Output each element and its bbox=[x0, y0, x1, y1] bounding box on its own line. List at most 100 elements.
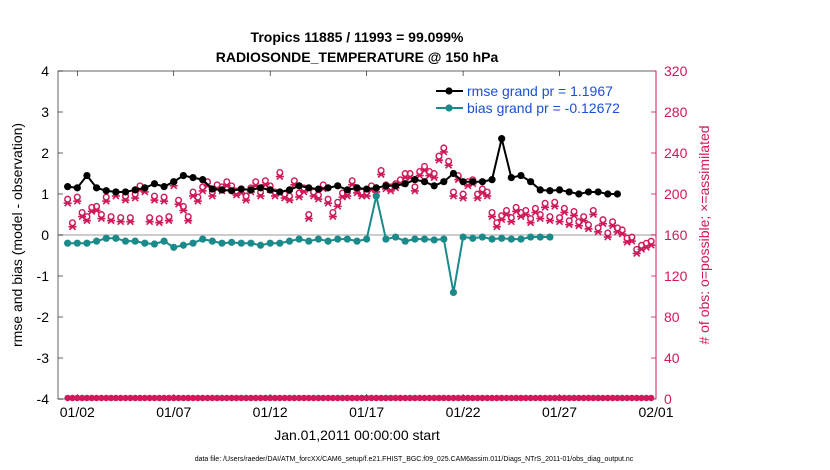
obs-possible-marker bbox=[83, 213, 91, 221]
obs-assimilated-marker bbox=[579, 217, 588, 225]
obs-zero-dot bbox=[565, 394, 573, 402]
right-tick-label: 240 bbox=[664, 145, 688, 161]
obs-possible-marker bbox=[536, 211, 544, 219]
left-tick-label: 2 bbox=[41, 145, 49, 161]
legend-rmse-label: rmse grand pr = 1.1967 bbox=[467, 83, 613, 99]
obs-possible-marker bbox=[599, 216, 607, 224]
obs-possible-marker bbox=[565, 217, 573, 225]
obs-possible-marker bbox=[430, 170, 438, 178]
obs-zero-dot bbox=[247, 394, 255, 402]
bias-point bbox=[343, 235, 351, 243]
obs-zero-marker bbox=[488, 394, 496, 402]
obs-zero-marker bbox=[435, 394, 443, 402]
obs-zero-dot bbox=[459, 394, 467, 402]
obs-zero-marker bbox=[633, 394, 640, 402]
bias-point bbox=[102, 234, 110, 242]
obs-zero-dot bbox=[474, 394, 481, 402]
x-axis-label: Jan.01,2011 00:00:00 start bbox=[274, 427, 440, 443]
obs-zero-dot bbox=[464, 394, 472, 402]
obs-zero-dot bbox=[561, 394, 568, 402]
obs-zero-dot bbox=[575, 394, 583, 402]
obs-possible-marker bbox=[556, 214, 564, 222]
bias-point bbox=[440, 235, 448, 243]
bias-point bbox=[411, 235, 419, 243]
rmse-point bbox=[314, 185, 323, 193]
bias-point bbox=[189, 239, 197, 247]
obs-zero-marker bbox=[373, 394, 380, 402]
obs-zero-dot bbox=[479, 394, 486, 402]
obs-zero-dot bbox=[103, 394, 110, 402]
rmse-point bbox=[536, 186, 544, 194]
obs-zero-dot bbox=[199, 394, 206, 402]
obs-zero-dot bbox=[440, 394, 448, 402]
obs-zero-dot bbox=[585, 394, 592, 402]
obs-zero-marker bbox=[146, 394, 153, 402]
legend-rmse-marker bbox=[445, 87, 453, 95]
obs-zero-marker bbox=[580, 394, 587, 402]
obs-zero-marker bbox=[103, 394, 110, 402]
obs-zero-marker bbox=[493, 394, 501, 402]
obs-assimilated-marker bbox=[314, 195, 323, 203]
obs-assimilated-marker bbox=[526, 219, 535, 227]
obs-zero-dot bbox=[445, 394, 452, 402]
obs-zero-dot bbox=[614, 394, 621, 402]
obs-zero-dot bbox=[508, 394, 515, 402]
obs-zero-dot bbox=[242, 394, 250, 402]
rmse-point bbox=[353, 184, 361, 192]
obs-assimilated-marker bbox=[555, 218, 564, 226]
obs-zero-marker bbox=[638, 394, 645, 402]
rmse-point bbox=[266, 186, 274, 194]
obs-assimilated-marker bbox=[126, 218, 135, 226]
obs-zero-marker bbox=[643, 394, 650, 402]
obs-zero-dot bbox=[387, 394, 394, 402]
obs-zero-marker bbox=[623, 394, 631, 402]
left-tick-label: 1 bbox=[41, 186, 49, 202]
rmse-point bbox=[131, 186, 139, 194]
rmse-point bbox=[420, 178, 429, 186]
rmse-series-line bbox=[67, 138, 618, 196]
obs-zero-dot bbox=[344, 394, 351, 402]
obs-zero-marker bbox=[324, 394, 332, 402]
obs-zero-dot bbox=[633, 394, 640, 402]
obs-zero-marker bbox=[619, 394, 626, 402]
right-axis-label: # of obs: o=possible; ×=assimilated bbox=[696, 125, 712, 344]
obs-zero-dot bbox=[320, 394, 327, 402]
obs-zero-marker bbox=[136, 394, 144, 402]
obs-zero-marker bbox=[74, 394, 81, 402]
obs-zero-dot bbox=[498, 394, 505, 402]
bias-point bbox=[391, 233, 400, 241]
obs-zero-marker bbox=[194, 394, 202, 402]
x-tick-label: 01/27 bbox=[542, 404, 577, 420]
obs-zero-marker bbox=[122, 394, 129, 402]
obs-zero-marker bbox=[305, 394, 312, 402]
rmse-point bbox=[372, 184, 380, 192]
obs-zero-marker bbox=[628, 394, 636, 402]
obs-assimilated-marker bbox=[107, 217, 116, 225]
obs-possible-marker bbox=[223, 178, 231, 186]
obs-assimilated-marker bbox=[434, 156, 443, 164]
rmse-point bbox=[228, 187, 236, 195]
obs-possible-marker bbox=[580, 213, 588, 221]
obs-zero-dot bbox=[276, 394, 284, 402]
obs-zero-dot bbox=[175, 394, 182, 402]
obs-zero-marker bbox=[532, 394, 539, 402]
obs-possible-marker bbox=[155, 215, 163, 223]
rmse-point bbox=[150, 180, 159, 188]
obs-zero-dot bbox=[141, 394, 149, 402]
obs-possible-marker bbox=[435, 152, 443, 160]
obs-zero-dot bbox=[416, 394, 423, 402]
rmse-point bbox=[363, 185, 371, 193]
rmse-point bbox=[555, 186, 564, 194]
obs-zero-marker bbox=[561, 394, 568, 402]
bias-point bbox=[92, 237, 101, 245]
obs-zero-dot bbox=[339, 394, 346, 402]
obs-assimilated-marker bbox=[507, 218, 516, 226]
obs-zero-marker bbox=[271, 394, 279, 402]
obs-zero-marker bbox=[426, 394, 433, 402]
bias-point bbox=[517, 235, 525, 243]
obs-possible-marker bbox=[184, 213, 192, 221]
obs-zero-marker bbox=[117, 394, 124, 402]
obs-zero-dot bbox=[74, 394, 81, 402]
rmse-point bbox=[208, 185, 216, 193]
obs-zero-marker bbox=[204, 394, 211, 402]
